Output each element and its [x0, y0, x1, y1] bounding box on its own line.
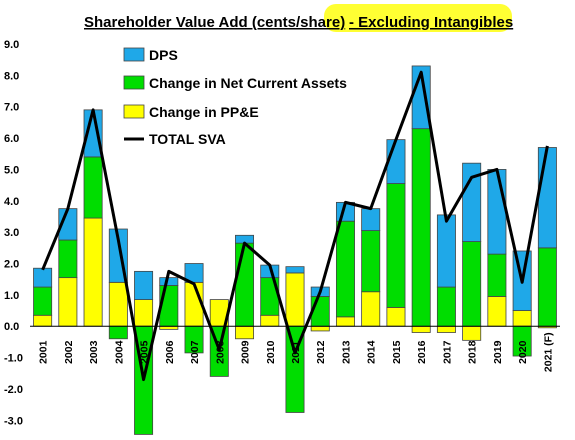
bar-change-in-pp-e-2004 [108, 281, 128, 327]
y-tick-label: 3.0 [4, 227, 19, 239]
bars-layer [33, 65, 557, 435]
bar-change-in-net-current-assets-2014 [361, 230, 381, 293]
bar-change-in-net-current-assets-2004 [108, 325, 128, 340]
x-tick-label: 2003 [88, 340, 100, 364]
bar-change-in-net-current-assets-2019 [487, 253, 507, 297]
bar-change-in-pp-e-2011 [285, 272, 305, 327]
y-tick-label: 5.0 [4, 164, 19, 176]
bar-change-in-pp-e-2003 [83, 217, 103, 327]
bar-change-in-net-current-assets-2006 [159, 285, 179, 327]
bar-change-in-net-current-assets-2016 [411, 128, 431, 327]
y-tick-label: 2.0 [4, 259, 19, 271]
bar-change-in-net-current-assets-2018 [462, 241, 482, 327]
legend-label: DPS [149, 47, 178, 63]
y-tick-label: 6.0 [4, 133, 19, 145]
bar-change-in-pp-e-2018 [462, 325, 482, 341]
bar-change-in-net-current-assets-2015 [386, 183, 406, 308]
x-tick-label: 2015 [391, 340, 403, 364]
x-tick-label: 2006 [164, 340, 176, 364]
x-tick-label: 2001 [38, 340, 50, 364]
y-tick-label: 8.0 [4, 70, 19, 82]
bar-change-in-pp-e-2002 [58, 277, 78, 327]
legend-swatch-dps [123, 47, 145, 62]
y-tick-label: 0.0 [4, 321, 19, 333]
x-tick-label: 2021 (F) [542, 332, 554, 372]
bar-dps-2021F [537, 147, 557, 249]
x-tick-label: 2013 [340, 340, 352, 364]
legend-swatch-change-in-net-current-assets [123, 75, 145, 90]
bar-change-in-pp-e-2019 [487, 296, 507, 327]
y-tick-label: 4.0 [4, 196, 19, 208]
bar-change-in-pp-e-2013 [335, 316, 355, 327]
bar-change-in-pp-e-2005 [134, 299, 154, 327]
x-tick-label: 2020 [517, 340, 529, 364]
chart-subtitle: - Excluding Intangibles [349, 14, 513, 31]
x-tick-label: 2016 [416, 340, 428, 364]
bar-dps-2014 [361, 208, 381, 231]
x-tick-label: 2014 [366, 340, 378, 364]
y-tick-label: -1.0 [4, 353, 23, 365]
bar-dps-2017 [436, 214, 456, 288]
title-highlight [324, 4, 512, 32]
legend-label: Change in Net Current Assets [149, 75, 347, 91]
legend-label: Change in PP&E [149, 104, 259, 120]
bar-change-in-net-current-assets-2002 [58, 239, 78, 279]
series-line-total-sva [41, 70, 549, 382]
bar-change-in-pp-e-2009 [235, 325, 255, 340]
bar-change-in-pp-e-2017 [436, 325, 456, 333]
chart-title: Shareholder Value Add (cents/share) [84, 14, 345, 31]
bar-dps-2015 [386, 139, 406, 184]
bar-change-in-pp-e-2016 [411, 325, 431, 333]
x-tick-label: 2004 [113, 340, 125, 364]
bar-dps-2006 [159, 277, 179, 286]
bar-change-in-net-current-assets-2001 [33, 286, 53, 316]
x-tick-label: 2017 [441, 340, 453, 364]
bar-change-in-pp-e-2010 [260, 314, 280, 327]
bar-change-in-net-current-assets-2003 [83, 156, 103, 219]
legend-label: TOTAL SVA [149, 131, 226, 147]
bar-dps-2001 [33, 267, 53, 288]
y-tick-label: 1.0 [4, 290, 19, 302]
bar-change-in-net-current-assets-2012 [310, 296, 330, 327]
y-tick-label: 9.0 [4, 39, 19, 51]
bar-change-in-pp-e-2020 [512, 310, 532, 327]
x-tick-label: 2010 [265, 340, 277, 364]
axis-layer: 9.0 8.0 7.0 6.0 5.0 4.0 3.0 2.0 1.0 0.0 -1.0 -2.0 -3… [4, 39, 560, 427]
bar-dps-2019 [487, 169, 507, 255]
bar-change-in-pp-e-2012 [310, 325, 330, 332]
y-tick-label: -3.0 [4, 415, 23, 427]
x-tick-label: 2011 [290, 341, 302, 364]
x-tick-label: 2005 [139, 340, 151, 364]
x-tick-label: 2002 [63, 340, 75, 364]
bar-dps-2011 [285, 266, 305, 274]
x-tick-label: 2007 [189, 340, 201, 364]
line-layer [41, 70, 549, 382]
legend-swatch-change-in-pp-e [123, 104, 145, 119]
x-tick-label: 2012 [315, 340, 327, 364]
legend: DPS Change in Net Current Assets Change in… [123, 47, 347, 147]
bar-change-in-net-current-assets-2017 [436, 286, 456, 327]
x-tick-label: 2008 [214, 340, 226, 364]
x-tick-label: 2019 [492, 340, 504, 364]
bar-change-in-net-current-assets-2021F [537, 247, 557, 327]
bar-change-in-net-current-assets-2013 [335, 220, 355, 318]
y-tick-label: -2.0 [4, 384, 23, 396]
bar-dps-2005 [134, 270, 154, 300]
x-tick-label: 2009 [240, 340, 252, 364]
bar-change-in-net-current-assets-2009 [235, 242, 255, 327]
x-tick-label: 2018 [467, 340, 479, 364]
bar-change-in-pp-e-2014 [361, 291, 381, 327]
y-tick-label: 7.0 [4, 102, 19, 114]
bar-change-in-pp-e-2015 [386, 307, 406, 327]
bar-change-in-pp-e-2001 [33, 314, 53, 327]
